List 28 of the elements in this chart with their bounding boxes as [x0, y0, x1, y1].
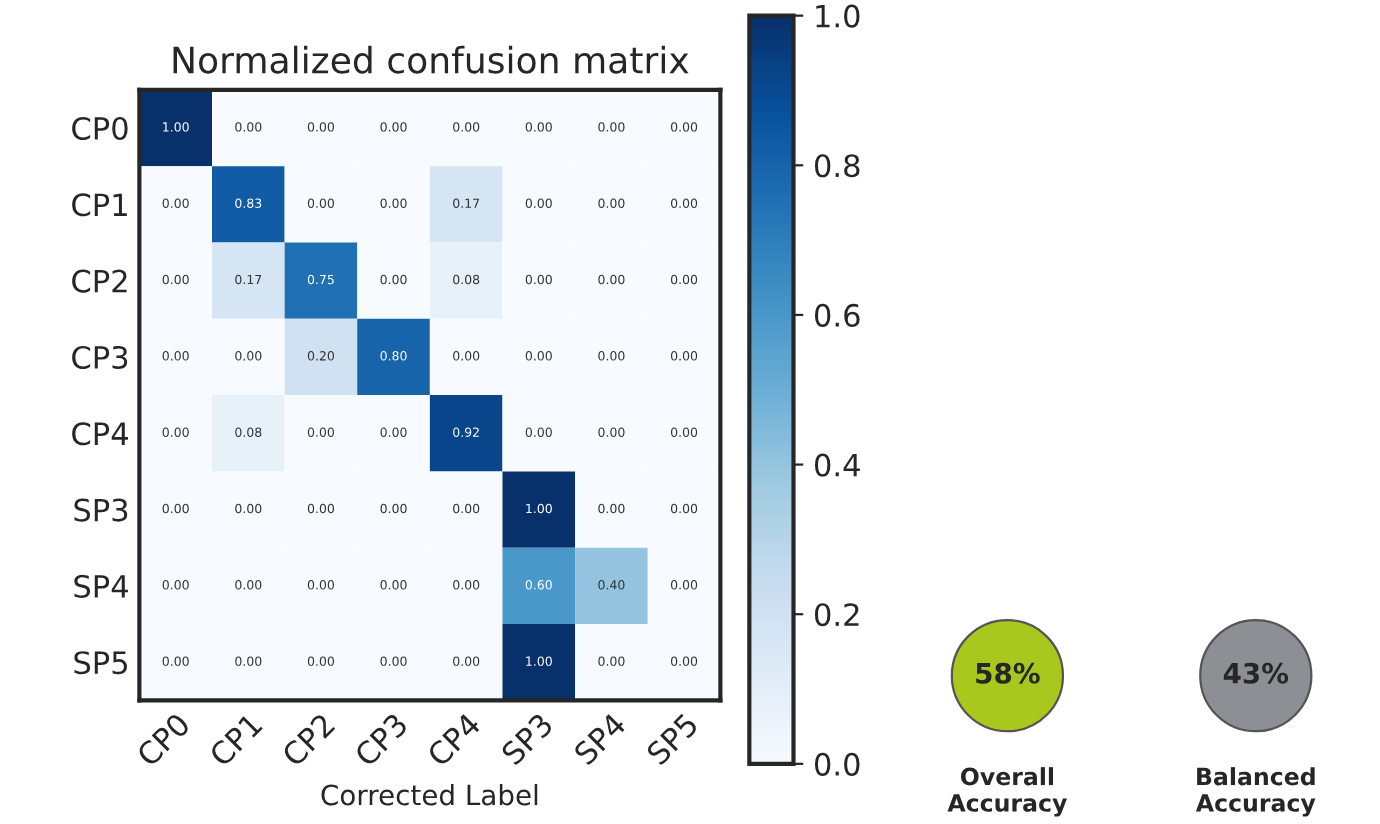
y-tick-label: SP3: [74, 498, 128, 522]
y-tick-label: CP0: [72, 116, 128, 141]
x-tick-label: CP3: [353, 712, 409, 768]
color-bar-label: 0.0: [814, 752, 860, 776]
x-tick-label: CP2: [280, 712, 336, 768]
category-label: Balanced Accuracy: [1195, 767, 1316, 817]
color-bar-label: 0.2: [814, 603, 859, 627]
color-bar-label: 0.6: [814, 303, 860, 327]
y-tick-label: SP4: [74, 574, 128, 598]
x-tick-label: SP3: [500, 712, 554, 766]
x-tick-label: SP5: [645, 712, 699, 766]
x-axis-title: Corrected Label: [321, 784, 538, 806]
text: 58%: [976, 662, 1040, 684]
y-tick-label: CP2: [72, 269, 127, 293]
text: 43%: [1223, 662, 1289, 684]
y-tick-label: CP4: [72, 422, 128, 446]
y-tick-label: CP1: [72, 193, 127, 217]
color-bar-label: 0.4: [814, 453, 860, 477]
chart-title: Normalized confusion matrix: [173, 45, 689, 74]
y-tick-label: CP3: [72, 345, 128, 369]
y-tick-label: SP5: [74, 651, 127, 675]
x-tick-label: CP0: [135, 711, 191, 768]
category-label: Overall Accuracy: [947, 767, 1067, 817]
color-bar-label: 0.8: [814, 154, 860, 178]
x-tick-label: CP1: [208, 712, 264, 768]
x-tick-label: CP4: [425, 711, 482, 768]
color-bar-label: 1.0: [816, 4, 860, 28]
x-tick-label: SP4: [572, 711, 627, 766]
